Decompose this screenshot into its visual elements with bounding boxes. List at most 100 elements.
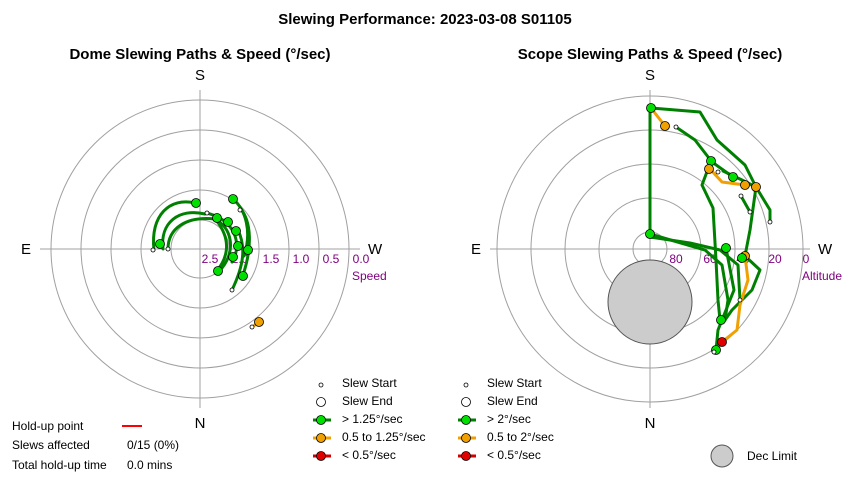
scope-slew-marker [737, 297, 743, 303]
scope-slew-marker [738, 193, 744, 199]
dome-slew-marker [191, 198, 201, 208]
legend-end-icon [461, 397, 471, 407]
scope-slew-path [739, 194, 752, 214]
scope-slew-path [714, 246, 736, 352]
scope-tick-label: 0 [803, 252, 810, 266]
dome-legend-fast: > 1.25°/sec [342, 412, 403, 426]
legend-start-icon [318, 382, 324, 388]
legend-medium-icon [461, 433, 471, 443]
scope-slew-path [723, 185, 762, 322]
dome-slew-path [238, 206, 251, 277]
dome-slew-path [230, 228, 245, 292]
dome-slew-marker [150, 247, 156, 253]
scope-slew-marker [704, 164, 714, 174]
dome-legend: Slew Start Slew End > 1.25°/sec 0.5 to 1… [313, 376, 426, 462]
dome-legend-end: Slew End [342, 394, 393, 408]
dome-slew-marker [229, 287, 235, 293]
dome-tick-label: 2.5 [202, 252, 219, 266]
scope-slew-marker [646, 103, 656, 113]
scope-legend-dec-limit: Dec Limit [747, 449, 798, 463]
scope-slew-marker [716, 315, 726, 325]
dome-slew-path [152, 200, 197, 252]
dome-panel: Dome Slewing Paths & Speed (°/sec) S N E… [21, 46, 426, 462]
scope-markers [645, 103, 773, 355]
scope-slew-marker [711, 349, 717, 355]
legend-slow-icon [461, 451, 471, 461]
holdup-info: Hold-up point Slews affected 0/15 (0%) T… [12, 419, 179, 472]
scope-slew-path [707, 166, 747, 187]
dome-radial-axis-label: Speed [352, 269, 387, 283]
scope-subtitle: Scope Slewing Paths & Speed (°/sec) [518, 46, 782, 63]
scope-slew-marker [737, 253, 747, 263]
scope-slew-marker [673, 124, 679, 130]
dome-slew-marker [254, 317, 264, 327]
dome-slew-marker [233, 241, 243, 251]
legend-fast-icon [316, 415, 326, 425]
dome-tick-label: 1.5 [263, 252, 280, 266]
scope-slew-marker [728, 172, 738, 182]
scope-panel: Scope Slewing Paths & Speed (°/sec) S N … [458, 46, 842, 468]
dome-slew-marker [243, 245, 253, 255]
dome-slew-marker [213, 266, 223, 276]
dome-legend-slow: < 0.5°/sec [342, 448, 396, 462]
scope-tick-label: 80 [669, 252, 683, 266]
legend-fast-icon [461, 415, 471, 425]
scope-legend-end: Slew End [487, 394, 538, 408]
holdup-point-label: Hold-up point [12, 419, 84, 433]
scope-legend-slow: < 0.5°/sec [487, 448, 541, 462]
figure-title: Slewing Performance: 2023-03-08 S01105 [278, 11, 572, 28]
dec-limit-icon [710, 444, 734, 468]
dec-limit-zone [607, 259, 693, 345]
total-holdup-value: 0.0 mins [127, 458, 172, 472]
dome-legend-start: Slew Start [342, 376, 397, 390]
scope-slew-marker [645, 229, 655, 239]
scope-legend: Slew Start Slew End > 2°/sec 0.5 to 2°/s… [458, 376, 798, 468]
scope-compass-top: S [645, 67, 655, 84]
dome-compass-left: E [21, 241, 31, 258]
dome-compass-bottom: N [195, 415, 206, 432]
scope-compass-left: E [471, 241, 481, 258]
scope-radial-axis-label: Altitude [802, 269, 842, 283]
dome-slew-marker [228, 252, 238, 262]
dome-slew-marker [212, 213, 222, 223]
dome-slew-path [166, 217, 217, 251]
dome-compass-top: S [195, 67, 205, 84]
dome-slew-marker [249, 324, 255, 330]
dome-tick-label: 0.5 [323, 252, 340, 266]
scope-slew-marker [747, 209, 753, 215]
scope-slew-marker [706, 156, 716, 166]
dome-legend-medium: 0.5 to 1.25°/sec [342, 430, 426, 444]
scope-slew-path [649, 106, 758, 189]
dome-slew-marker [165, 246, 171, 252]
dome-compass-right: W [368, 241, 383, 258]
legend-end-icon [316, 397, 326, 407]
scope-legend-start: Slew Start [487, 376, 542, 390]
scope-slew-marker [767, 219, 773, 225]
scope-slew-path [648, 235, 742, 302]
dome-slew-marker [223, 217, 233, 227]
scope-legend-fast: > 2°/sec [487, 412, 531, 426]
dome-slew-marker [238, 271, 248, 281]
scope-slew-marker [740, 180, 750, 190]
scope-slew-marker [717, 337, 727, 347]
scope-tick-label: 20 [768, 252, 782, 266]
dome-slew-marker [237, 207, 243, 213]
dome-subtitle: Dome Slewing Paths & Speed (°/sec) [69, 46, 330, 63]
dome-grid [40, 90, 360, 408]
dome-slew-marker [204, 210, 210, 216]
scope-compass-bottom: N [645, 415, 656, 432]
dome-tick-label: 0.0 [353, 252, 370, 266]
legend-slow-icon [316, 451, 326, 461]
dome-slew-marker [228, 194, 238, 204]
dome-tick-label: 1.0 [293, 252, 310, 266]
scope-slew-marker [715, 169, 721, 175]
dome-slew-marker [155, 239, 165, 249]
dome-slew-marker [231, 226, 241, 236]
legend-start-icon [463, 382, 469, 388]
scope-legend-medium: 0.5 to 2°/sec [487, 430, 554, 444]
total-holdup-label: Total hold-up time [12, 458, 107, 472]
scope-slew-path [700, 159, 722, 322]
scope-slew-path [674, 125, 735, 179]
scope-slew-marker [660, 121, 670, 131]
